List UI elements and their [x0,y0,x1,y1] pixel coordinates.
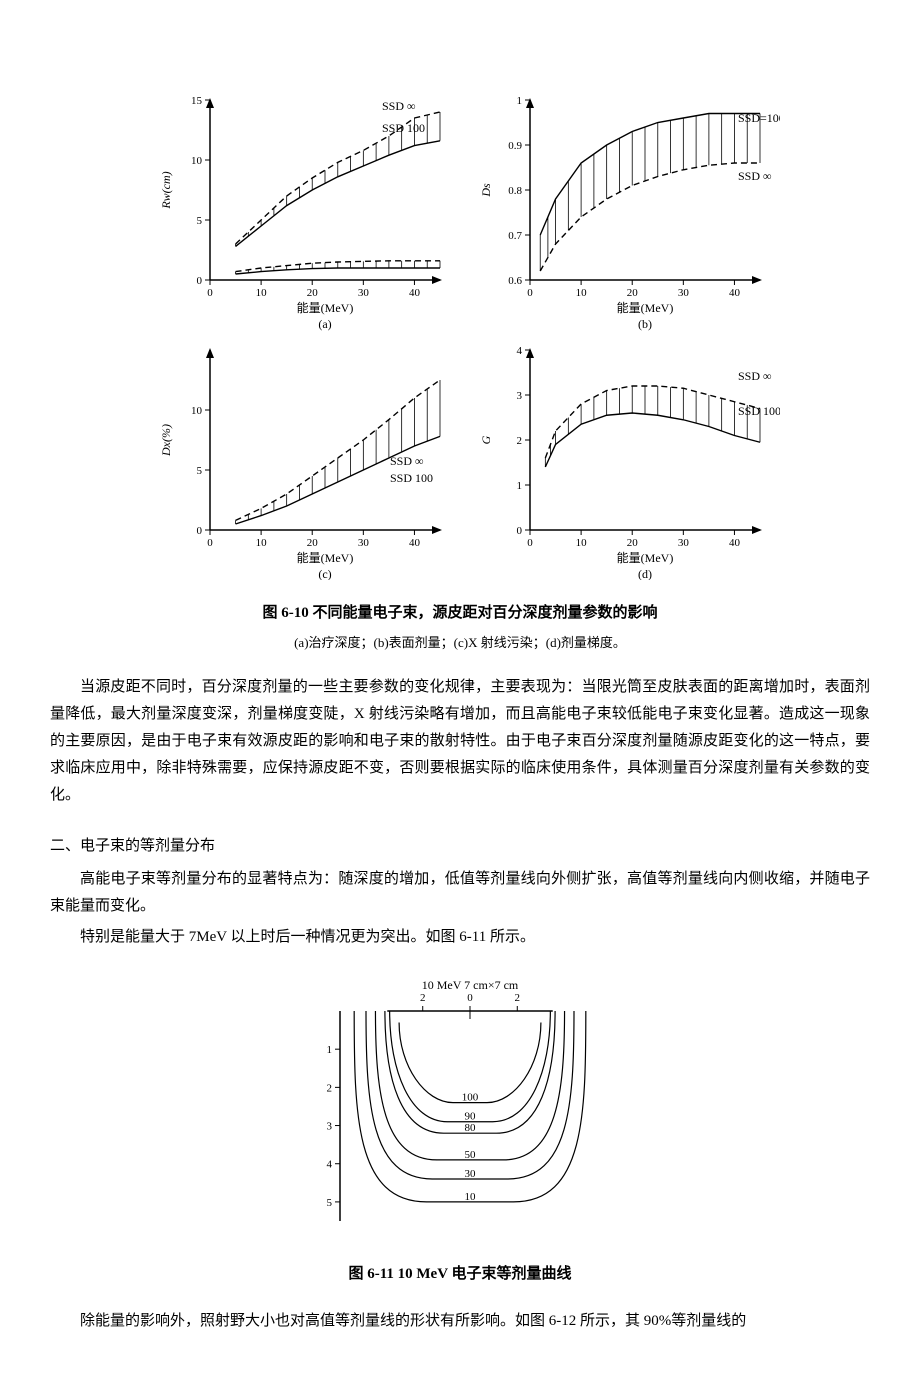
svg-text:SSD ∞: SSD ∞ [382,99,416,113]
svg-text:2: 2 [517,435,523,447]
svg-text:10: 10 [576,537,588,549]
svg-text:(c): (c) [318,567,331,580]
svg-text:SSD 100: SSD 100 [382,121,425,135]
figure-6-11: 10 MeV 7 cm×7 cm202123451009080503010 图 … [50,971,870,1288]
svg-text:SSD ∞: SSD ∞ [390,454,424,468]
para-3: 特别是能量大于 7MeV 以上时后一种情况更为突出。如图 6-11 所示。 [50,924,870,951]
svg-text:Rw(cm): Rw(cm) [159,171,173,209]
para-2: 高能电子束等剂量分布的显著特点为：随深度的增加，低值等剂量线向外侧扩张，高值等剂… [50,866,870,920]
section-heading-2: 二、电子束的等剂量分布 [50,833,870,860]
svg-text:0.6: 0.6 [508,275,522,287]
svg-text:SSD ∞: SSD ∞ [738,169,772,183]
svg-text:2: 2 [515,992,521,1004]
svg-text:20: 20 [307,537,319,549]
svg-text:0: 0 [527,537,533,549]
svg-text:20: 20 [627,287,639,299]
svg-text:20: 20 [307,287,319,299]
para-1: 当源皮距不同时，百分深度剂量的一些主要参数的变化规律，主要表现为：当限光筒至皮肤… [50,674,870,809]
svg-text:0: 0 [207,537,213,549]
svg-text:1: 1 [517,480,523,492]
svg-text:0.9: 0.9 [508,140,522,152]
svg-text:5: 5 [197,465,203,477]
figure-6-10-subcaption: (a)治疗深度；(b)表面剂量；(c)X 射线污染；(d)剂量梯度。 [50,631,870,654]
para-4: 除能量的影响外，照射野大小也对高值等剂量线的形状有所影响。如图 6-12 所示，… [50,1308,870,1335]
svg-text:0: 0 [527,287,533,299]
svg-text:40: 40 [409,537,421,549]
svg-text:G: G [479,435,493,444]
svg-text:Dx(%): Dx(%) [159,424,173,457]
svg-text:40: 40 [409,287,421,299]
svg-text:(b): (b) [638,317,652,331]
svg-text:10: 10 [191,155,203,167]
svg-text:0.7: 0.7 [508,230,522,242]
svg-text:30: 30 [358,287,370,299]
svg-text:0.8: 0.8 [508,185,522,197]
svg-text:SSD=100: SSD=100 [738,111,780,125]
svg-text:0: 0 [467,992,473,1004]
svg-text:10: 10 [576,287,588,299]
svg-text:SSD ∞: SSD ∞ [738,369,772,383]
figure-6-10-svg: 010203040051015能量(MeV)Rw(cm)(a)SSD ∞SSD … [140,80,780,580]
svg-text:100: 100 [462,1092,479,1104]
svg-text:50: 50 [465,1149,477,1161]
svg-text:Ds: Ds [479,183,493,198]
svg-text:10 MeV 7 cm×7 cm: 10 MeV 7 cm×7 cm [422,978,519,992]
svg-text:0: 0 [197,525,203,537]
figure-6-11-caption: 图 6-11 10 MeV 电子束等剂量曲线 [50,1261,870,1288]
svg-text:80: 80 [465,1123,477,1135]
svg-text:5: 5 [197,215,203,227]
svg-text:3: 3 [327,1121,333,1133]
svg-text:30: 30 [678,537,690,549]
svg-text:40: 40 [729,537,741,549]
svg-text:30: 30 [465,1168,477,1180]
svg-text:3: 3 [517,390,523,402]
svg-text:能量(MeV): 能量(MeV) [617,551,674,565]
svg-text:10: 10 [256,287,268,299]
figure-6-10-caption: 图 6-10 不同能量电子束，源皮距对百分深度剂量参数的影响 [50,600,870,627]
svg-text:4: 4 [327,1159,333,1171]
svg-text:SSD 100: SSD 100 [390,471,433,485]
svg-text:(d): (d) [638,567,652,580]
svg-text:10: 10 [191,405,203,417]
svg-text:2: 2 [327,1083,333,1095]
svg-text:0: 0 [197,275,203,287]
svg-text:40: 40 [729,287,741,299]
svg-text:(a): (a) [318,317,331,331]
svg-text:能量(MeV): 能量(MeV) [297,551,354,565]
svg-text:5: 5 [327,1197,333,1209]
svg-text:4: 4 [517,345,523,357]
figure-6-10: 010203040051015能量(MeV)Rw(cm)(a)SSD ∞SSD … [50,80,870,654]
svg-text:0: 0 [207,287,213,299]
svg-text:30: 30 [358,537,370,549]
svg-text:能量(MeV): 能量(MeV) [617,301,674,315]
svg-text:30: 30 [678,287,690,299]
svg-text:0: 0 [517,525,523,537]
figure-6-11-svg: 10 MeV 7 cm×7 cm202123451009080503010 [280,971,640,1241]
svg-text:20: 20 [627,537,639,549]
svg-text:10: 10 [256,537,268,549]
svg-text:90: 90 [465,1111,477,1123]
svg-text:1: 1 [517,95,523,107]
svg-text:能量(MeV): 能量(MeV) [297,301,354,315]
svg-text:SSD 100: SSD 100 [738,404,780,418]
svg-text:15: 15 [191,95,203,107]
svg-text:1: 1 [327,1045,333,1057]
svg-text:10: 10 [465,1191,477,1203]
svg-text:2: 2 [420,992,426,1004]
